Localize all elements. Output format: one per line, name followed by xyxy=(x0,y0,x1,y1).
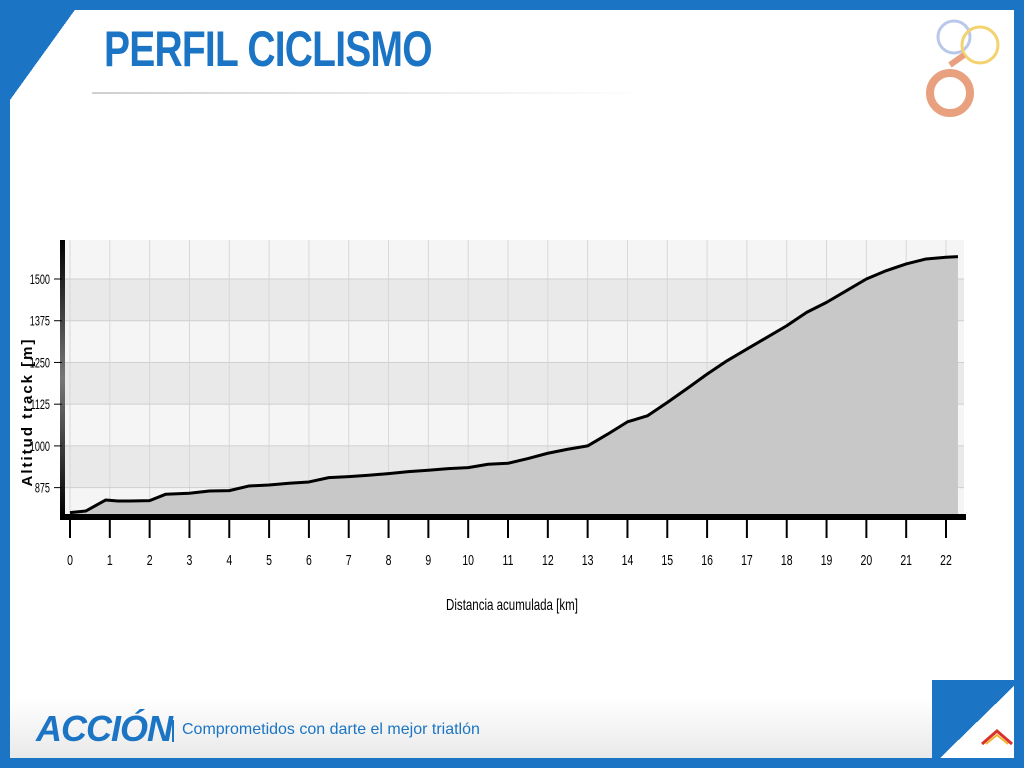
slide-title: PERFIL CICLISMO xyxy=(104,21,433,77)
title-underline xyxy=(92,92,652,94)
y-axis-line xyxy=(60,240,65,516)
y-tick-label: 1375 xyxy=(30,313,51,330)
x-tick-label: 7 xyxy=(346,551,352,568)
y-tick-label: 1125 xyxy=(30,396,50,413)
x-tick-label: 22 xyxy=(940,551,952,568)
elevation-line xyxy=(69,255,959,515)
x-tick-label: 14 xyxy=(622,551,634,568)
x-tick-label: 0 xyxy=(67,551,73,568)
x-tick-label: 13 xyxy=(582,551,594,568)
x-tick-label: 12 xyxy=(542,551,554,568)
brand-tagline: Comprometidos con darte el mejor triatló… xyxy=(182,721,480,738)
x-tick-label: 10 xyxy=(462,551,474,568)
x-tick-label: 18 xyxy=(781,551,793,568)
y-tick-label: 1000 xyxy=(30,438,51,455)
x-axis-line xyxy=(60,514,966,520)
x-axis-title: Distancia acumulada [km] xyxy=(446,595,578,613)
footer-band xyxy=(10,698,1014,758)
x-tick-label: 15 xyxy=(661,551,673,568)
plot-band xyxy=(64,240,964,279)
x-tick-label: 3 xyxy=(187,551,193,568)
corner-decoration-top-left xyxy=(10,0,82,100)
x-tick-label: 4 xyxy=(226,551,232,568)
brand-separator xyxy=(172,720,174,742)
olympic-rings-logo-icon xyxy=(926,19,1000,117)
y-axis-title: Altitud track [m] xyxy=(19,337,36,486)
x-tick-label: 2 xyxy=(147,551,153,568)
y-tick-label: 875 xyxy=(35,480,51,497)
x-tick-label: 11 xyxy=(503,551,514,568)
house-roof-logo-icon xyxy=(981,729,1013,746)
x-tick-label: 19 xyxy=(821,551,833,568)
x-tick-label: 6 xyxy=(306,551,312,568)
x-tick-label: 5 xyxy=(266,551,272,568)
corner-decoration-bottom-right-inner xyxy=(940,686,1014,758)
y-tick-label: 1250 xyxy=(30,354,51,371)
x-tick-label: 9 xyxy=(425,551,431,568)
x-tick-label: 20 xyxy=(861,551,873,568)
x-tick-label: 1 xyxy=(107,551,113,568)
elevation-area xyxy=(70,256,958,516)
x-tick-label: 16 xyxy=(701,551,713,568)
x-tick-label: 21 xyxy=(900,551,912,568)
y-tick-label: 1500 xyxy=(30,271,51,288)
x-tick-label: 8 xyxy=(386,551,392,568)
brand-name: ACCIÓN xyxy=(36,708,173,749)
x-tick-label: 17 xyxy=(741,551,753,568)
